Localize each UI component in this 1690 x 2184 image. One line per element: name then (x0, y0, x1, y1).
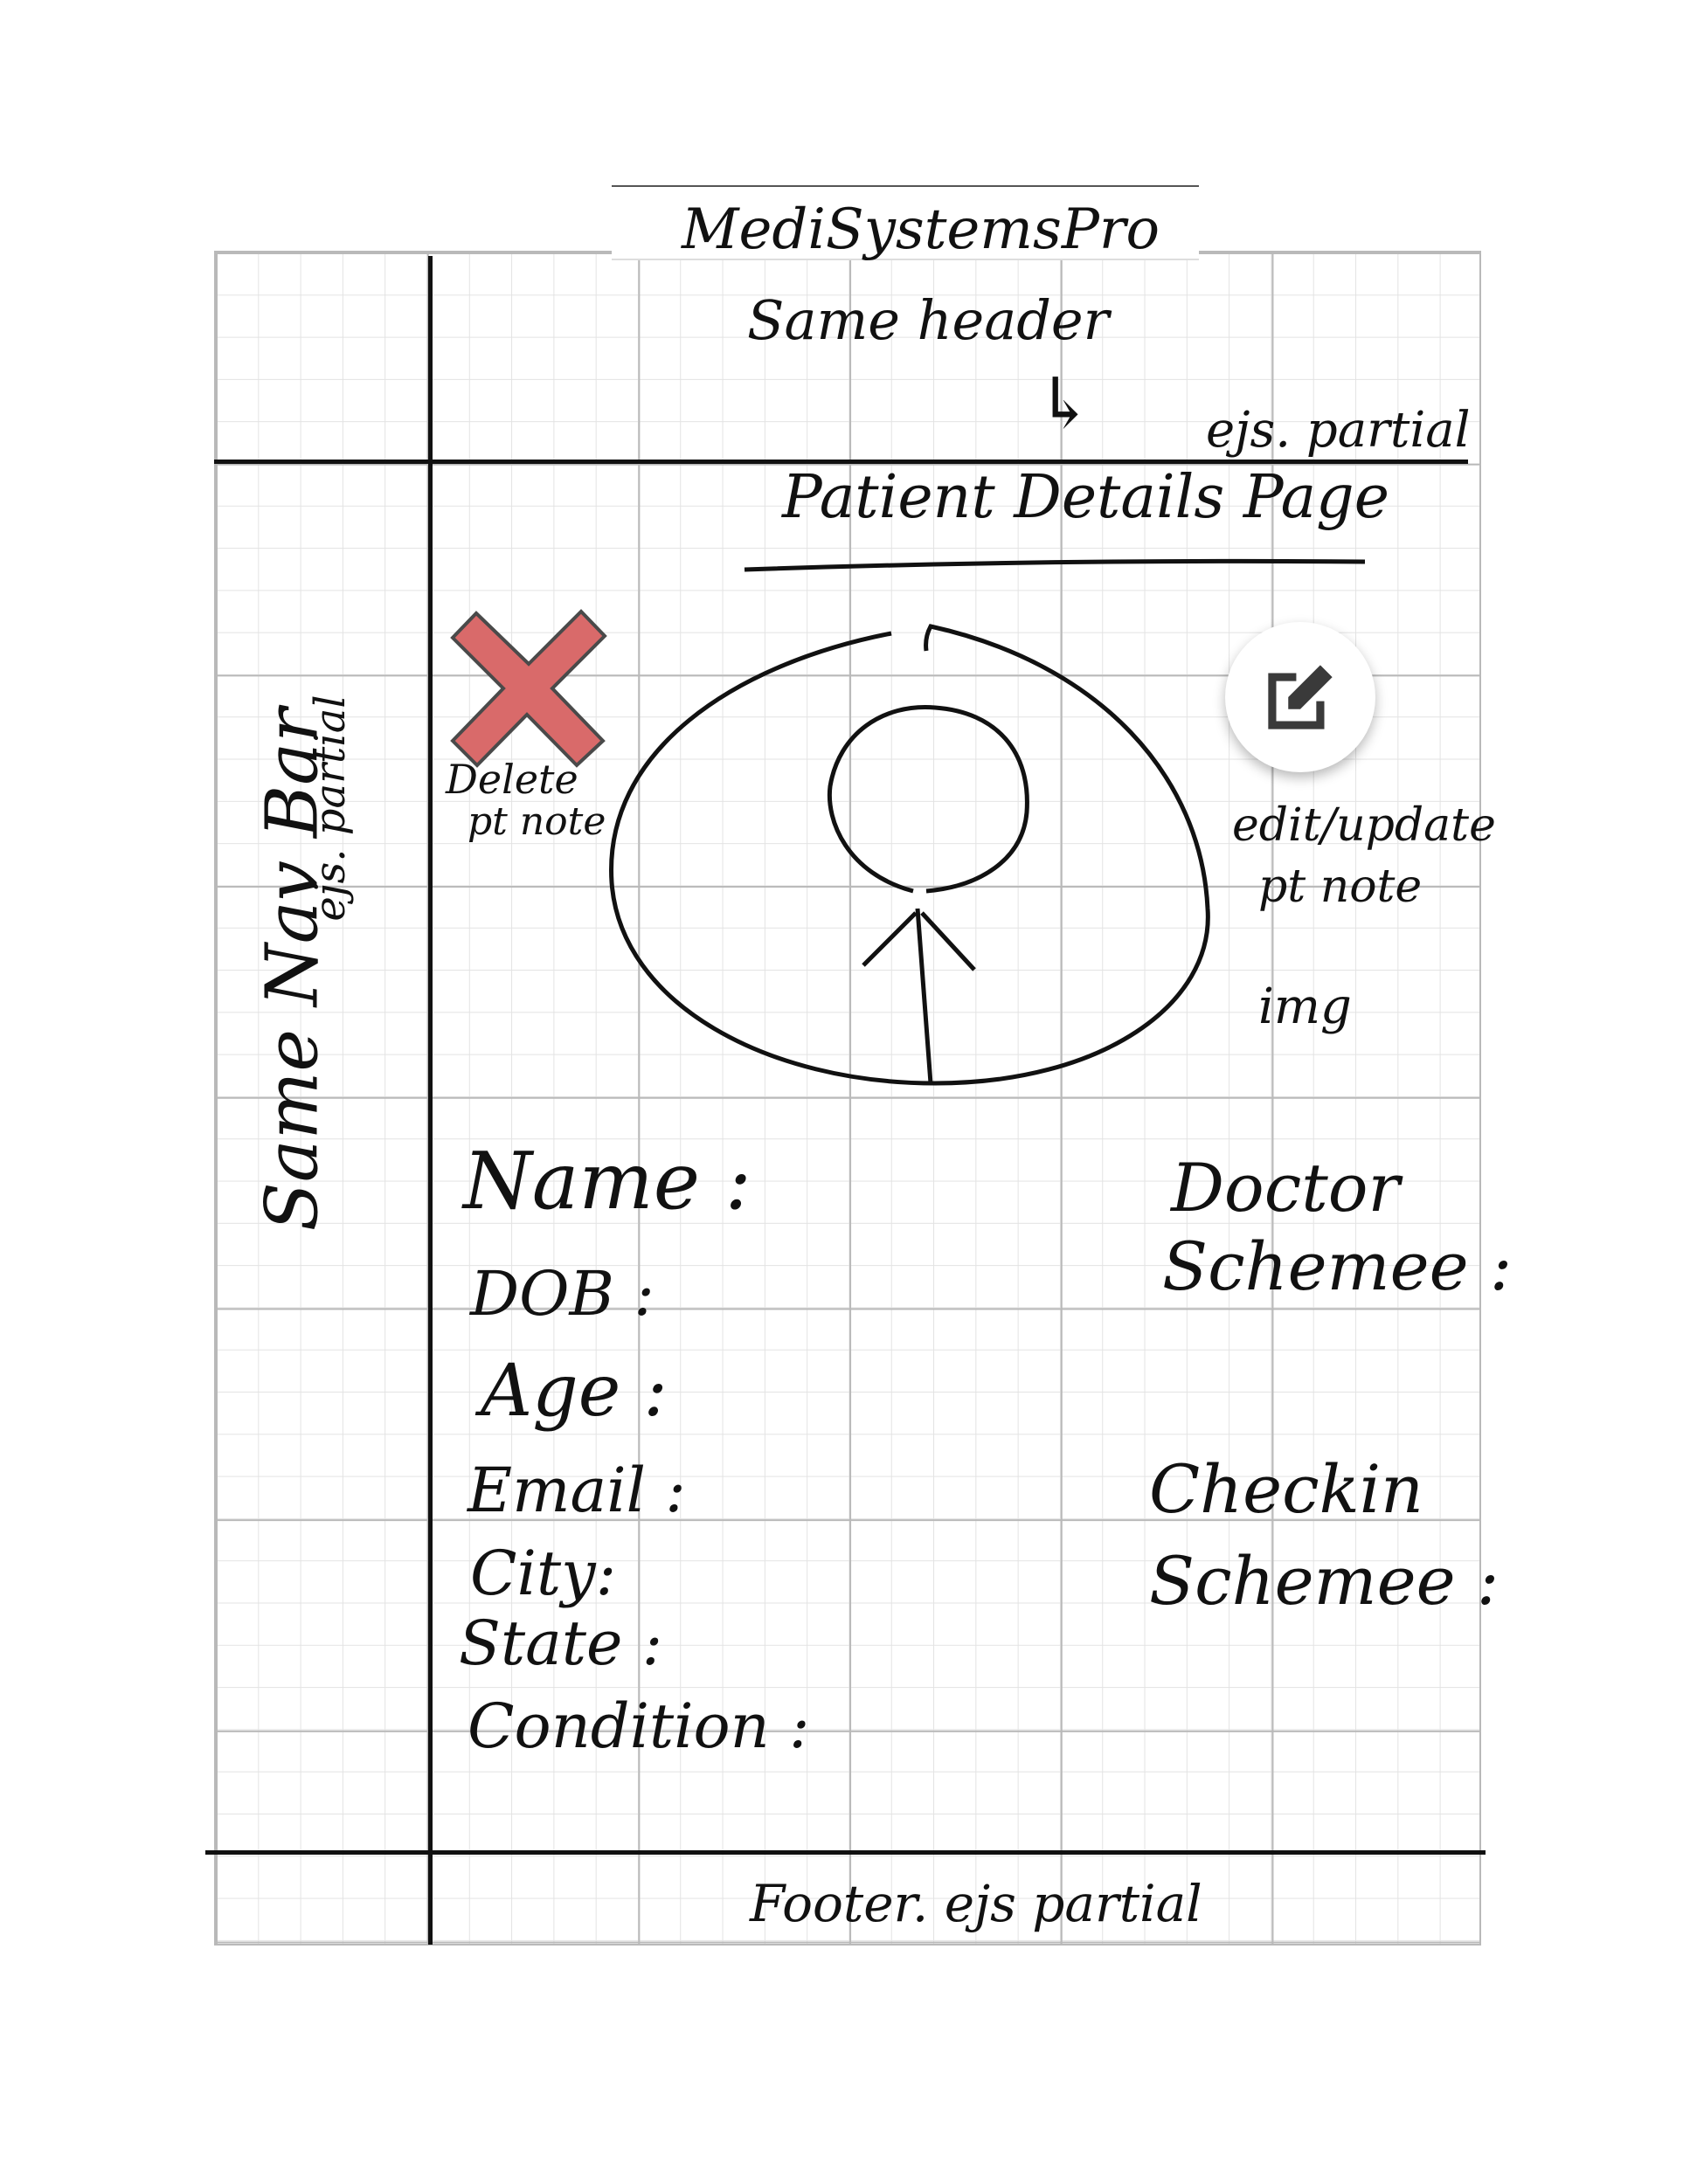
avatar-body (915, 908, 933, 1084)
app-title-box: MediSystemsPro (612, 185, 1199, 262)
checkin-label-line2: Schemee : (1149, 1542, 1500, 1620)
edit-pencil-icon (1268, 665, 1333, 729)
footer-note: Footer. ejs partial (750, 1874, 1202, 1933)
x-mark-icon (450, 609, 607, 768)
checkin-label-line1: Checkin (1149, 1450, 1423, 1528)
page-title-underline (744, 558, 1366, 572)
doctor-label-line2: Schemee : (1162, 1227, 1513, 1305)
nav-divider (428, 256, 433, 1945)
page-title: Patient Details Page (782, 463, 1389, 532)
edit-button[interactable] (1225, 622, 1375, 772)
field-condition: Condition : (468, 1690, 810, 1762)
field-state: State : (459, 1607, 663, 1679)
field-dob: DOB : (470, 1258, 655, 1330)
avatar-left-arm (862, 911, 918, 967)
avatar-right-arm (920, 911, 976, 971)
delete-note-line2: pt note (468, 799, 606, 844)
header-note-line1: Same header (747, 288, 1110, 352)
field-city: City: (470, 1538, 617, 1609)
graph-paper-sheet (214, 251, 1481, 1946)
edit-note-line3: img (1258, 978, 1352, 1035)
doctor-label-line1: Doctor (1171, 1149, 1400, 1227)
header-note-arrow: ↳ (1035, 363, 1095, 444)
header-divider (214, 460, 1468, 464)
field-age: Age : (481, 1350, 668, 1433)
app-title: MediSystemsPro (682, 197, 1160, 262)
edit-note-line2: pt note (1258, 860, 1423, 913)
field-email: Email : (468, 1455, 686, 1526)
avatar-head (827, 705, 1029, 894)
footer-divider (205, 1850, 1486, 1855)
header-note-line2: ejs. partial (1206, 402, 1471, 459)
avatar-outer-circle (609, 624, 1210, 1086)
edit-note-line1: edit/update (1232, 799, 1496, 852)
delete-note-line1: Delete (446, 756, 578, 803)
field-name: Name : (463, 1136, 751, 1227)
